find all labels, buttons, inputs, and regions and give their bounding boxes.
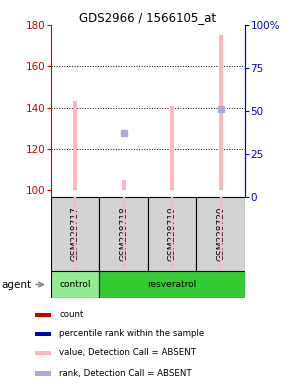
Bar bbox=[35, 313, 51, 317]
Text: rank, Detection Call = ABSENT: rank, Detection Call = ABSENT bbox=[59, 369, 192, 378]
Text: agent: agent bbox=[1, 280, 32, 290]
Text: GSM228719: GSM228719 bbox=[168, 207, 177, 262]
Bar bbox=[73, 101, 77, 190]
Text: GSM228717: GSM228717 bbox=[70, 207, 79, 262]
Bar bbox=[219, 35, 223, 190]
Bar bbox=[99, 197, 148, 271]
Bar bbox=[122, 180, 126, 190]
Bar bbox=[148, 197, 196, 271]
Text: resveratrol: resveratrol bbox=[148, 280, 197, 289]
Text: GSM228718: GSM228718 bbox=[119, 207, 128, 262]
Text: value, Detection Call = ABSENT: value, Detection Call = ABSENT bbox=[59, 348, 196, 358]
Bar bbox=[51, 271, 99, 298]
Bar bbox=[99, 271, 245, 298]
Text: percentile rank within the sample: percentile rank within the sample bbox=[59, 329, 205, 338]
Bar bbox=[51, 197, 99, 271]
Text: count: count bbox=[59, 310, 84, 319]
Text: control: control bbox=[59, 280, 91, 289]
Title: GDS2966 / 1566105_at: GDS2966 / 1566105_at bbox=[79, 11, 216, 24]
Bar bbox=[35, 371, 51, 376]
Bar bbox=[35, 331, 51, 336]
Text: GSM228720: GSM228720 bbox=[216, 207, 225, 262]
Bar bbox=[170, 106, 174, 190]
Bar bbox=[35, 351, 51, 355]
Bar bbox=[197, 197, 245, 271]
